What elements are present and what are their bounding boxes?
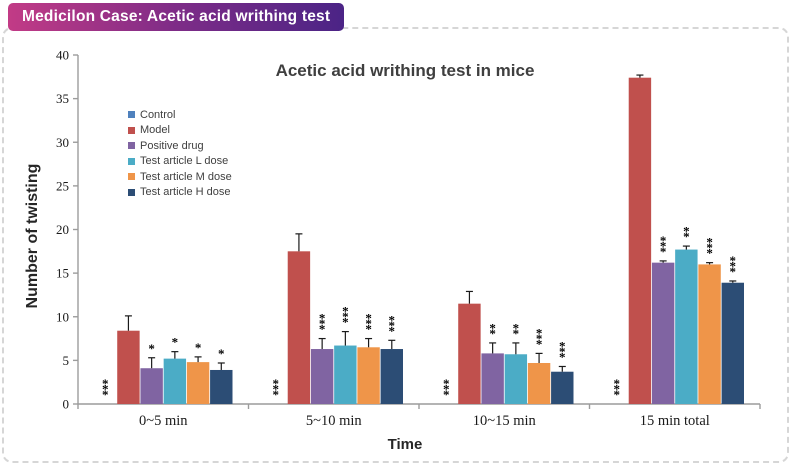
- x-axis-title: Time: [387, 436, 423, 453]
- legend-swatch: [128, 188, 135, 196]
- chart-title: Acetic acid writhing test in mice: [275, 61, 535, 80]
- legend-item-model: Model: [128, 124, 232, 136]
- svg-text:*: *: [536, 331, 543, 346]
- svg-text:5~10 min: 5~10 min: [306, 413, 363, 429]
- legend-label: Positive drug: [140, 139, 204, 152]
- legend-label: Model: [140, 124, 170, 136]
- svg-text:*: *: [513, 320, 520, 335]
- svg-text:*: *: [342, 304, 349, 319]
- svg-text:*: *: [342, 309, 349, 324]
- svg-text:35: 35: [56, 91, 69, 106]
- svg-text:*: *: [559, 349, 566, 364]
- svg-text:*: *: [660, 238, 667, 253]
- svg-text:0~5 min: 0~5 min: [139, 413, 188, 429]
- svg-text:20: 20: [56, 222, 69, 237]
- legend-item-l-dose: Test article L dose: [128, 155, 232, 167]
- svg-text:*: *: [730, 253, 737, 268]
- svg-text:*: *: [272, 376, 279, 391]
- svg-text:*: *: [559, 344, 566, 359]
- legend-item-positive-drug: Positive drug: [128, 139, 232, 152]
- legend-label: Test article M dose: [140, 170, 232, 183]
- svg-text:*: *: [319, 322, 326, 337]
- svg-text:*: *: [272, 387, 279, 402]
- svg-text:*: *: [272, 382, 279, 397]
- legend-swatch: [128, 111, 135, 118]
- svg-text:10: 10: [56, 309, 69, 324]
- y-axis-title: Number of twisting: [24, 163, 41, 309]
- svg-text:*: *: [613, 382, 620, 397]
- svg-text:*: *: [365, 316, 372, 331]
- svg-text:*: *: [706, 235, 713, 250]
- svg-text:*: *: [218, 346, 225, 361]
- legend-swatch: [128, 142, 135, 149]
- legend-item-h-dose: Test article H dose: [128, 186, 232, 198]
- svg-text:*: *: [730, 258, 737, 273]
- svg-text:*: *: [513, 326, 520, 341]
- svg-text:*: *: [389, 318, 396, 333]
- legend-item-control: Control: [128, 108, 232, 121]
- svg-text:*: *: [342, 315, 349, 330]
- svg-text:*: *: [660, 233, 667, 248]
- svg-text:*: *: [148, 341, 155, 356]
- svg-text:*: *: [443, 387, 450, 402]
- svg-text:*: *: [443, 382, 450, 397]
- svg-text:*: *: [683, 224, 690, 239]
- svg-text:15: 15: [56, 266, 69, 281]
- legend-label: Test article L dose: [140, 155, 229, 167]
- svg-text:*: *: [102, 387, 109, 402]
- svg-text:*: *: [489, 326, 496, 341]
- svg-text:0: 0: [63, 397, 70, 412]
- svg-text:*: *: [365, 311, 372, 326]
- legend-label: Test article H dose: [140, 186, 231, 198]
- svg-text:*: *: [102, 382, 109, 397]
- svg-text:*: *: [195, 340, 202, 355]
- svg-text:*: *: [660, 244, 667, 259]
- svg-text:*: *: [389, 323, 396, 338]
- legend-label: Control: [140, 108, 176, 121]
- svg-text:*: *: [706, 246, 713, 261]
- svg-text:5: 5: [63, 353, 70, 368]
- legend-swatch: [128, 157, 135, 165]
- chart-legend: Control Model Positive drug Test article…: [128, 109, 232, 198]
- svg-text:*: *: [389, 312, 396, 327]
- legend-item-m-dose: Test article M dose: [128, 170, 232, 183]
- svg-text:*: *: [489, 320, 496, 335]
- svg-text:*: *: [365, 322, 372, 337]
- case-title-text: Medicilon Case: Acetic acid writhing tes…: [22, 8, 331, 25]
- svg-text:*: *: [613, 387, 620, 402]
- svg-text:15 min total: 15 min total: [640, 413, 710, 429]
- case-title-badge: Medicilon Case: Acetic acid writhing tes…: [8, 3, 345, 31]
- svg-text:*: *: [319, 316, 326, 331]
- svg-text:*: *: [730, 264, 737, 279]
- svg-text:10~15 min: 10~15 min: [473, 413, 537, 429]
- svg-text:*: *: [683, 229, 690, 244]
- svg-text:*: *: [613, 376, 620, 391]
- svg-text:*: *: [319, 311, 326, 326]
- svg-text:40: 40: [56, 48, 69, 63]
- card-border: [2, 27, 789, 463]
- svg-text:*: *: [172, 335, 179, 350]
- legend-swatch: [128, 126, 135, 134]
- svg-text:*: *: [536, 325, 543, 340]
- svg-text:30: 30: [56, 135, 69, 150]
- svg-text:*: *: [559, 338, 566, 353]
- svg-text:*: *: [443, 376, 450, 391]
- svg-text:*: *: [706, 240, 713, 255]
- svg-text:*: *: [102, 376, 109, 391]
- svg-text:*: *: [536, 336, 543, 351]
- svg-text:25: 25: [56, 178, 69, 193]
- legend-swatch: [128, 173, 135, 180]
